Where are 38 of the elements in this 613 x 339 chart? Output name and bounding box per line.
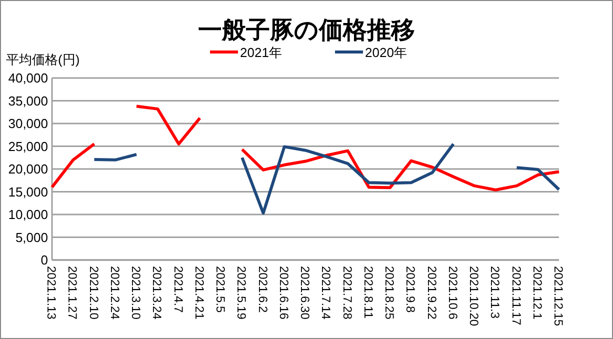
x-tick-label: 2021.9.22 [424, 266, 439, 320]
x-tick-label: 2021.3.24 [150, 266, 164, 320]
x-tick-label: 2021.11.3 [488, 266, 502, 319]
x-tick-label: 2021.4.21 [192, 266, 206, 320]
x-tick-label: 2021.9.8 [404, 266, 418, 314]
x-tick-label: 2021.8.11 [361, 266, 376, 319]
x-tick-label: 2021.10.6 [446, 266, 460, 320]
x-tick-label: 2021.2.10 [86, 266, 101, 320]
x-tick-label: 2021.2.24 [108, 266, 122, 320]
legend-label: 2021年 [240, 45, 282, 60]
y-tick-label: 40,000 [8, 70, 48, 86]
y-tick-label: 10,000 [8, 207, 48, 222]
x-tick-label: 2021.12.15 [552, 266, 566, 326]
x-tick-label: 2021.3.10 [129, 266, 143, 320]
y-tick-label: 20,000 [8, 162, 48, 176]
x-tick-label: 2021.8.25 [382, 266, 396, 320]
legend-label: 2020年 [365, 45, 407, 60]
x-tick-label: 2021.6.30 [298, 266, 312, 320]
chart-title: 一般子豚の価格推移 [198, 17, 415, 44]
x-tick-label: 2021.4.7 [171, 266, 186, 314]
x-tick-label: 2021.7.28 [340, 266, 354, 320]
x-tick-label: 2021.5.19 [234, 266, 249, 320]
x-tick-label: 2021.12.1 [530, 266, 544, 320]
x-tick-label: 2021.1.27 [66, 266, 80, 320]
y-tick-label: 5,000 [15, 230, 48, 245]
x-tick-label: 2021.7.14 [319, 266, 334, 320]
x-tick-label: 2021.5.5 [214, 266, 228, 314]
y-tick-label: 35,000 [8, 93, 48, 108]
x-tick-label: 2021.6.16 [276, 266, 291, 320]
y-tick-label: 15,000 [8, 184, 48, 200]
y-tick-label: 0 [40, 252, 48, 268]
y-tick-label: 30,000 [8, 116, 48, 131]
x-tick-label: 2021.11.17 [509, 266, 524, 326]
y-axis-title: 平均価格(円) [6, 52, 80, 67]
x-tick-label: 2021.1.13 [44, 266, 58, 320]
x-tick-label: 2021.6.2 [256, 266, 270, 314]
x-tick-label: 2021.10.20 [467, 266, 481, 326]
y-tick-label: 25,000 [8, 138, 48, 154]
